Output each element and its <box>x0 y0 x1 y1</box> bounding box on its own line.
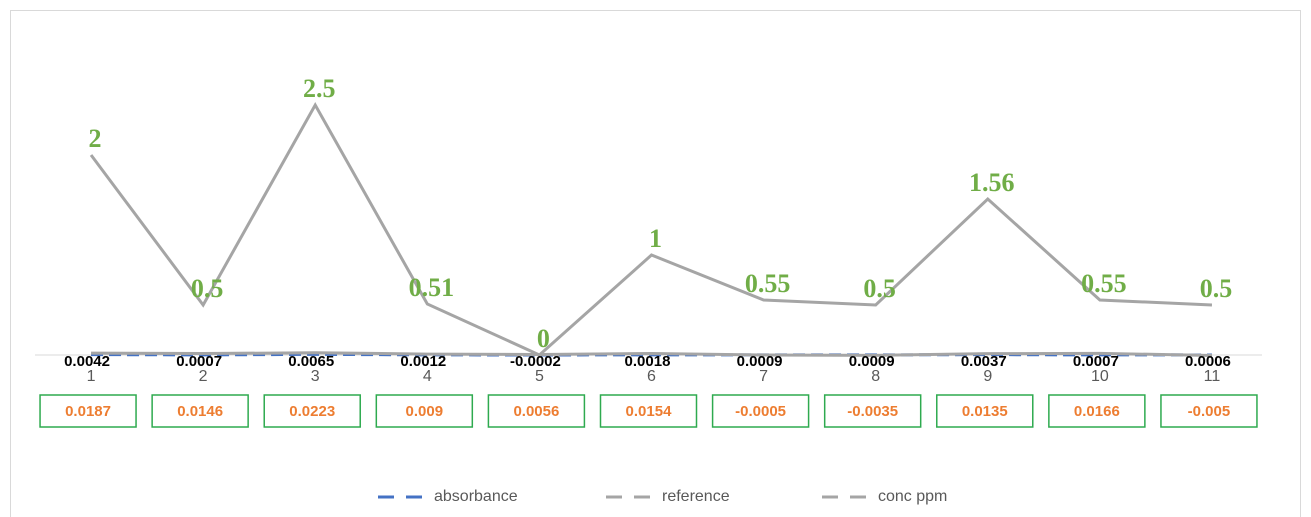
data-label: 2.5 <box>303 74 336 103</box>
data-label: 0.0012 <box>400 353 446 370</box>
data-label: 0.0154 <box>626 403 673 420</box>
label-box <box>936 394 1034 428</box>
data-label: 0.0007 <box>1073 353 1119 370</box>
data-label: 0.0146 <box>177 403 223 420</box>
data-label: 2 <box>89 124 102 153</box>
data-label: -0.0002 <box>510 353 561 370</box>
data-label: 0.0009 <box>849 353 895 370</box>
x-tick-label: 9 <box>983 368 992 385</box>
x-tick-label: 4 <box>423 368 432 385</box>
data-label: 0.009 <box>406 403 444 420</box>
x-tick-label: 7 <box>759 368 768 385</box>
x-tick-label: 3 <box>311 368 320 385</box>
data-label: 0.0042 <box>64 353 110 370</box>
legend-label: absorbance <box>434 488 518 505</box>
data-label: 0.5 <box>1200 274 1233 303</box>
legend-label: conc ppm <box>878 488 947 505</box>
data-label: -0.005 <box>1188 403 1231 420</box>
data-label: 0.0056 <box>513 403 559 420</box>
label-box <box>151 394 249 428</box>
data-label: 0.0065 <box>288 353 334 370</box>
data-label: 0.0018 <box>625 353 671 370</box>
data-label: 0.0223 <box>289 403 335 420</box>
x-tick-label: 10 <box>1091 368 1109 385</box>
data-label: 0.0166 <box>1074 403 1120 420</box>
x-tick-label: 5 <box>535 368 544 385</box>
data-label: 0.55 <box>1081 269 1127 298</box>
x-tick-label: 2 <box>199 368 208 385</box>
label-box <box>1160 394 1258 428</box>
label-box <box>39 394 137 428</box>
data-label: 0.5 <box>863 274 896 303</box>
data-label: 0.0006 <box>1185 353 1231 370</box>
data-label: 0.51 <box>409 273 455 302</box>
label-box <box>599 394 698 428</box>
data-label: 1 <box>649 224 662 253</box>
data-label: 0.0135 <box>962 403 1008 420</box>
data-label: 0.0007 <box>176 353 222 370</box>
x-tick-label: 11 <box>1204 368 1221 385</box>
label-box <box>1048 394 1146 428</box>
data-label: 0.0187 <box>65 403 111 420</box>
legend-label: reference <box>662 488 730 505</box>
chart-border <box>10 10 1301 517</box>
label-box <box>711 394 810 428</box>
data-label: 0.0037 <box>961 353 1007 370</box>
data-label: 0.55 <box>745 269 791 298</box>
series-line <box>91 351 1212 357</box>
data-label: -0.0035 <box>847 403 898 420</box>
data-label: -0.0005 <box>735 403 786 420</box>
x-tick-label: 6 <box>647 368 656 385</box>
x-tick-label: 1 <box>87 368 96 385</box>
data-label: 1.56 <box>969 168 1015 197</box>
data-label: 0 <box>537 324 550 353</box>
series-line <box>89 101 1213 357</box>
label-box <box>375 394 474 428</box>
label-box <box>823 394 922 428</box>
data-label: 0.5 <box>191 274 224 303</box>
x-tick-label: 8 <box>871 368 880 385</box>
data-label: 0.0009 <box>737 353 783 370</box>
label-box <box>263 394 361 428</box>
label-box <box>487 394 586 428</box>
